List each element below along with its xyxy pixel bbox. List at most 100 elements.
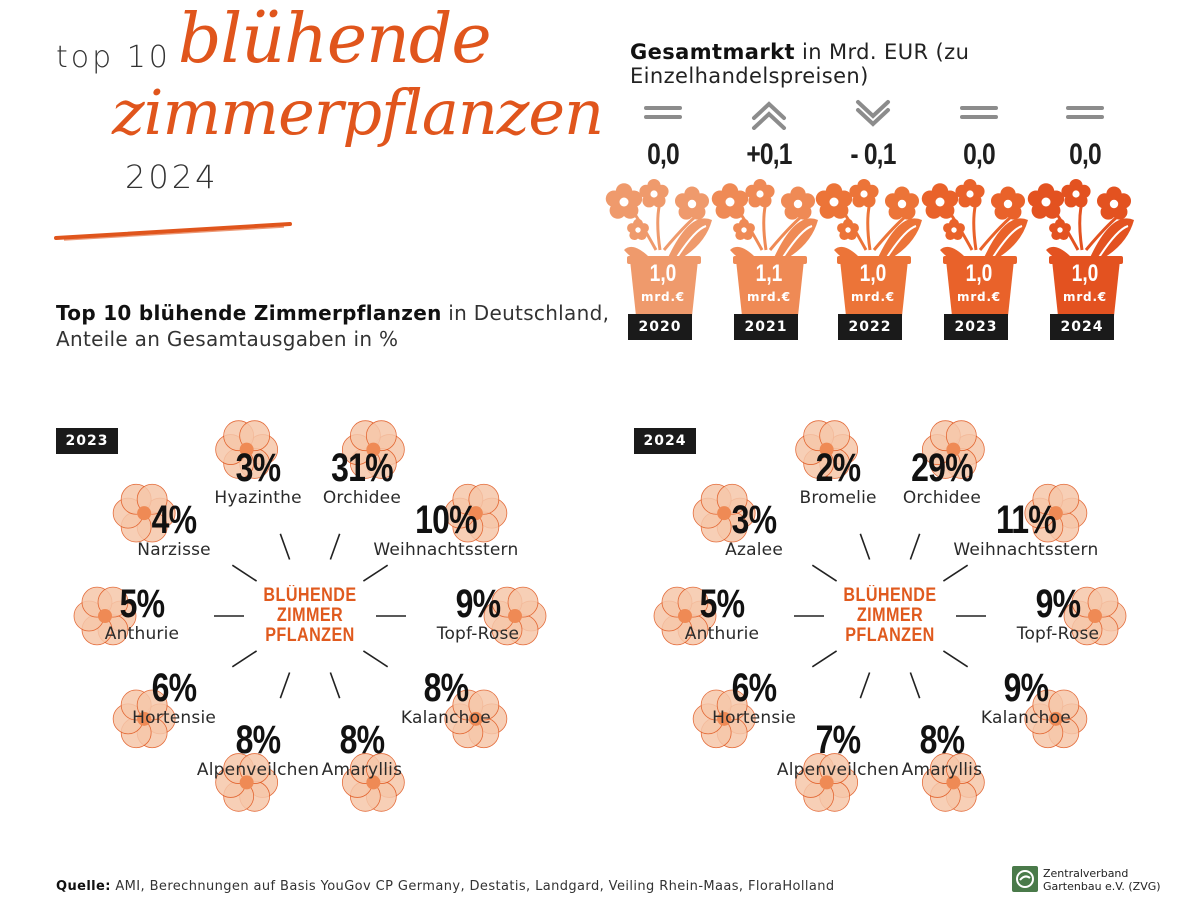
market-year-badge-2023: 2023 [944,314,1008,340]
market-unit-2022: mrd.€ [851,290,895,304]
share-value: 8% [235,717,281,762]
center-label: BLÜHENDE ZIMMER PFLANZEN [831,586,950,646]
share-name: Anthurie [104,624,180,644]
share-value: 3% [731,498,777,543]
share-item: 9% Kalanchoe [951,668,1101,728]
title-script-line2: zimmerpflanzen [112,76,604,149]
circle-chart-2023: BLÜHENDE ZIMMER PFLANZEN 31% Orchidee 10% Weih… [50,398,570,838]
share-item: 9% Topf-Rose [983,584,1133,644]
share-name: Amaryllis [901,759,983,780]
share-name: Narzisse [137,540,211,561]
market-title-bold: Gesamtmarkt [630,40,795,64]
market-change-2021: +0,1 [746,138,792,171]
share-name: Anthurie [684,624,760,644]
share-value: 9% [1035,582,1081,626]
share-name: Bromelie [799,488,877,509]
share-name: Amaryllis [321,759,403,780]
source-label: Quelle: [56,879,111,894]
share-name: Weihnachtsstern [373,540,519,561]
share-value: 6% [731,665,777,710]
share-value: 9% [1003,665,1049,710]
brush-stroke-divider [54,222,292,241]
year-badge-2023: 2023 [56,428,118,454]
flower-ring-decoration [653,420,1127,812]
center-label: BLÜHENDE ZIMMER PFLANZEN [251,586,370,646]
trend-equal-icon [1066,106,1104,119]
share-item: 8% Alpenveilchen [183,720,333,780]
market-title: Gesamtmarkt in Mrd. EUR (zu Einzelhandel… [630,40,1200,88]
center-label-line: ZIMMER [856,605,924,626]
share-value: 5% [699,582,745,626]
share-item: 8% Amaryllis [287,720,437,780]
share-name: Kalanchoe [400,707,491,728]
market-value-2020: 1,0 [649,260,677,287]
market-unit-2020: mrd.€ [641,290,685,304]
share-name: Orchidee [902,488,981,509]
share-value: 29% [911,446,973,491]
share-item: 4% Narzisse [99,500,249,560]
zvg-logo-icon [1012,866,1038,892]
share-value: 8% [423,665,469,710]
share-name: Hortensie [712,707,797,728]
center-label-line: PFLANZEN [845,625,935,646]
center-label-line: ZIMMER [276,605,344,626]
share-item: 6% Hortensie [679,668,829,728]
share-item: 5% Anthurie [647,584,797,644]
share-item: 6% Hortensie [99,668,249,728]
share-value: 10% [415,498,477,543]
market-year-badge-2020: 2020 [628,314,692,340]
share-name: Topf-Rose [1016,624,1100,644]
source-note: Quelle: AMI, Berechnungen auf Basis YouG… [56,879,835,894]
share-name: Kalanchoe [980,707,1071,728]
share-item: 8% Kalanchoe [371,668,521,728]
market-year-badge-2021: 2021 [734,314,798,340]
share-name: Hyazinthe [214,488,302,509]
share-value: 6% [151,665,197,710]
share-name: Weihnachtsstern [953,540,1099,561]
share-item: 10% Weihnachtsstern [371,500,521,560]
market-year-badge-2024: 2024 [1050,314,1114,340]
share-item: 7% Alpenveilchen [763,720,913,780]
zvg-logo-text: Zentralverband Gartenbau e.V. (ZVG) [1043,867,1161,893]
potted-orchid-icon [711,179,818,316]
share-name: Hortensie [132,707,217,728]
market-unit-2021: mrd.€ [747,290,791,304]
potted-orchid-icon [1027,179,1134,316]
trend-equal-icon [960,106,998,119]
share-name: Azalee [725,540,783,561]
share-value: 11% [995,498,1057,543]
share-name: Orchidee [322,488,401,509]
market-unit-2023: mrd.€ [957,290,1001,304]
market-unit-2024: mrd.€ [1063,290,1107,304]
potted-orchid-icon [815,179,922,316]
source-text: AMI, Berechnungen auf Basis YouGov CP Ge… [110,879,835,894]
share-item: 9% Topf-Rose [403,584,553,644]
share-value: 9% [455,582,501,626]
market-title-rest: in Mrd. EUR (zu Einzelhandelspreisen) [630,40,970,88]
chart-subtitle: Top 10 blühende Zimmerpflanzen in Deutsc… [56,300,609,352]
share-value: 8% [919,717,965,762]
share-name: Alpenveilchen [196,759,320,780]
market-value-2024: 1,0 [1071,260,1099,287]
share-value: 31% [331,446,393,491]
share-value: 4% [151,498,197,543]
share-item: 8% Amaryllis [867,720,1017,780]
logo-line2: Gartenbau e.V. (ZVG) [1043,880,1161,893]
circle-chart-2024: BLÜHENDE ZIMMER PFLANZEN 29% Orchidee 11% Weih… [630,398,1150,838]
share-value: 7% [815,717,861,762]
market-value-2021: 1,1 [755,260,783,287]
share-item: 31% Orchidee [287,448,437,508]
market-change-2023: 0,0 [963,138,996,171]
share-name: Alpenveilchen [776,759,900,780]
share-item: 3% Hyazinthe [183,448,333,508]
market-change-2024: 0,0 [1069,138,1102,171]
market-year-badge-2022: 2022 [838,314,902,340]
potted-orchid-icon [605,179,712,316]
logo-line1: Zentralverband [1043,867,1129,880]
center-label-line: BLÜHENDE [843,585,937,606]
subtitle-rest: in Deutschland, [441,301,610,325]
share-name: Topf-Rose [436,624,520,644]
share-item: 3% Azalee [679,500,829,560]
market-change-2020: 0,0 [647,138,680,171]
trend-equal-icon [644,106,682,119]
